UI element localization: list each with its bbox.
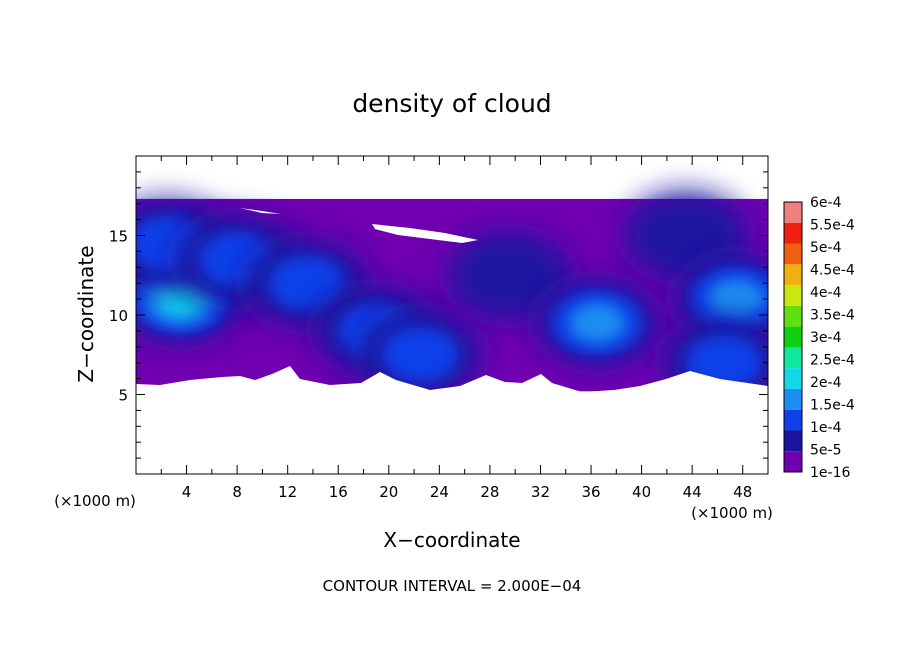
density-contour xyxy=(382,327,459,382)
clear-air-gap xyxy=(136,366,768,474)
colorbar-swatch xyxy=(784,305,802,327)
colorbar-swatch xyxy=(784,326,802,348)
density-contour xyxy=(446,231,571,320)
clear-air-gap xyxy=(240,208,281,214)
chart-title: density of cloud xyxy=(352,89,551,118)
plot-field xyxy=(136,191,768,474)
x-unit-left-label: (×1000 m) xyxy=(54,492,136,510)
x-tick-label: 16 xyxy=(329,483,348,501)
density-contour xyxy=(569,303,625,343)
x-axis: 4 8 12 16 20 24 28 32 36 40 44 48 xyxy=(160,156,752,501)
colorbar-label: 4e-4 xyxy=(810,285,842,301)
y-tick-label: 10 xyxy=(109,307,128,325)
colorbar-label: 4.5e-4 xyxy=(810,263,855,279)
colorbar-swatch xyxy=(784,451,802,472)
y-axis: 5 10 15 xyxy=(109,171,768,459)
colorbar-swatch xyxy=(784,222,802,244)
colorbar-label: 2e-4 xyxy=(810,375,842,391)
x-axis-title: X−coordinate xyxy=(383,528,520,552)
colorbar-label: 5e-5 xyxy=(810,443,841,459)
density-contour xyxy=(268,256,345,311)
x-tick-label: 40 xyxy=(632,483,651,501)
y-tick-label: 5 xyxy=(118,387,128,405)
x-tick-label: 8 xyxy=(232,483,242,501)
clear-air-gap xyxy=(372,224,478,243)
x-tick-label: 36 xyxy=(581,483,600,501)
x-tick-label: 48 xyxy=(733,483,752,501)
colorbar-label: 1.5e-4 xyxy=(810,398,855,414)
x-unit-right-label: (×1000 m) xyxy=(691,504,773,522)
density-contour xyxy=(708,279,764,319)
x-tick-label: 24 xyxy=(430,483,449,501)
colorbar-label: 1e-4 xyxy=(810,420,842,436)
colorbar-swatch xyxy=(784,202,802,223)
density-blob xyxy=(674,255,768,344)
clear-air-gaps xyxy=(136,208,768,474)
y-axis-title: Z−coordinate xyxy=(74,245,98,382)
x-tick-label: 12 xyxy=(278,483,297,501)
x-tick-label: 44 xyxy=(683,483,702,501)
colorbar-swatch xyxy=(784,430,802,452)
density-blob xyxy=(535,278,660,367)
colorbar-swatch xyxy=(784,409,802,431)
x-tick-label: 4 xyxy=(182,483,192,501)
colorbar-label: 5e-4 xyxy=(810,240,842,256)
colorbar-swatch xyxy=(784,347,802,369)
density-blob xyxy=(446,231,571,320)
colorbar-swatch xyxy=(784,264,802,286)
x-tick-label: 28 xyxy=(480,483,499,501)
colorbar-label: 3.5e-4 xyxy=(810,308,855,324)
contour-interval-note: CONTOUR INTERVAL = 2.000E−04 xyxy=(323,577,582,595)
x-tick-label: 20 xyxy=(379,483,398,501)
density-contour xyxy=(158,283,202,315)
colorbar-swatch xyxy=(784,368,802,389)
x-tick-label: 32 xyxy=(531,483,550,501)
density-blobs xyxy=(136,191,768,407)
colorbar-swatch xyxy=(784,243,802,265)
y-tick-label: 15 xyxy=(109,228,128,246)
colorbar-swatch xyxy=(784,285,802,306)
colorbar: 1e-16 5e-5 1e-4 1.5e-4 2e-4 2.5e-4 3e-4 3.5e-4 4… xyxy=(783,195,855,481)
colorbar-label: 3e-4 xyxy=(810,330,842,346)
colorbar-label: 2.5e-4 xyxy=(810,353,855,369)
colorbar-frame xyxy=(783,201,803,473)
colorbar-label: 6e-4 xyxy=(810,195,842,211)
colorbar-swatch xyxy=(784,388,802,410)
colorbar-label: 1e-16 xyxy=(810,465,850,481)
colorbar-label: 5.5e-4 xyxy=(810,218,855,234)
